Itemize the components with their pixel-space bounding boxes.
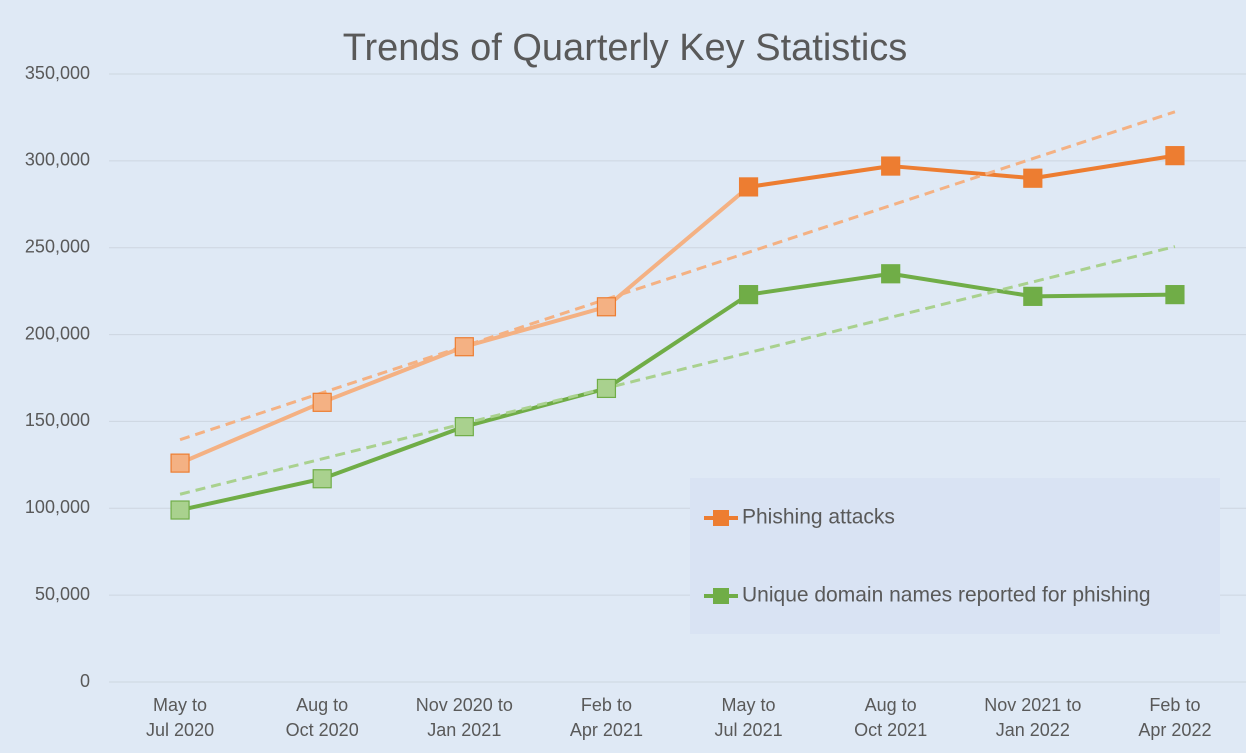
- y-tick-label: 350,000: [25, 63, 90, 83]
- x-tick-label: Jan 2022: [996, 720, 1070, 740]
- line-segment: [1032, 292, 1175, 299]
- chart-title: Trends of Quarterly Key Statistics: [343, 27, 908, 69]
- marker: [454, 417, 474, 437]
- marker: [881, 156, 901, 176]
- marker: [1165, 146, 1185, 166]
- legend-box: [690, 478, 1220, 634]
- legend-marker: [713, 588, 729, 604]
- marker: [738, 177, 759, 197]
- line-segment: [321, 424, 466, 481]
- marker: [312, 469, 332, 489]
- marker: [738, 285, 759, 305]
- x-tick-label: Jul 2020: [146, 720, 214, 740]
- line-segment: [748, 164, 891, 189]
- y-tick-label: 100,000: [25, 497, 90, 517]
- x-tick-label: Nov 2021 to: [984, 695, 1081, 715]
- y-tick-label: 250,000: [25, 236, 90, 256]
- line-segment: [890, 164, 1033, 181]
- y-tick-label: 300,000: [25, 150, 90, 170]
- x-tick-label: Aug to: [865, 695, 917, 715]
- line-segment: [463, 386, 607, 429]
- x-tick-label: Feb to: [581, 695, 632, 715]
- line-segment: [321, 344, 466, 405]
- y-tick-label: 150,000: [25, 410, 90, 430]
- x-tick-label: Apr 2022: [1138, 720, 1211, 740]
- x-tick-label: Jul 2021: [715, 720, 783, 740]
- line-segment: [748, 271, 891, 297]
- x-tick-label: Apr 2021: [570, 720, 643, 740]
- x-tick-label: Nov 2020 to: [416, 695, 513, 715]
- trendline: [179, 245, 1176, 496]
- x-tick-label: Oct 2020: [286, 720, 359, 740]
- marker: [1023, 168, 1043, 188]
- x-tick-label: Feb to: [1149, 695, 1200, 715]
- marker: [454, 337, 474, 357]
- legend: Phishing attacks Unique domain names repo…: [690, 478, 1220, 634]
- line-segment: [605, 185, 750, 309]
- line-segment: [463, 304, 607, 349]
- line-segment: [179, 476, 323, 512]
- line-segment: [179, 400, 323, 465]
- marker: [596, 378, 617, 399]
- marker: [312, 392, 332, 412]
- x-tick-label: Jan 2021: [427, 720, 501, 740]
- marker: [170, 453, 190, 473]
- marker: [596, 297, 617, 317]
- marker: [1165, 285, 1185, 305]
- marker: [1023, 286, 1043, 306]
- legend-label: Phishing attacks: [742, 506, 895, 529]
- x-tick-label: May to: [722, 695, 776, 715]
- y-tick-label: 200,000: [25, 323, 90, 343]
- x-tick-label: May to: [153, 695, 207, 715]
- x-tick-label: Oct 2021: [854, 720, 927, 740]
- line-segment: [605, 292, 750, 391]
- line-segment: [1032, 153, 1176, 181]
- y-tick-label: 0: [80, 671, 90, 691]
- marker: [170, 500, 190, 520]
- y-tick-label: 50,000: [35, 584, 90, 604]
- x-tick-label: Aug to: [296, 695, 348, 715]
- legend-marker: [713, 510, 729, 526]
- trendline: [179, 110, 1176, 442]
- legend-label: Unique domain names reported for phishin…: [742, 584, 1151, 607]
- line-segment: [890, 271, 1034, 299]
- marker: [881, 264, 901, 284]
